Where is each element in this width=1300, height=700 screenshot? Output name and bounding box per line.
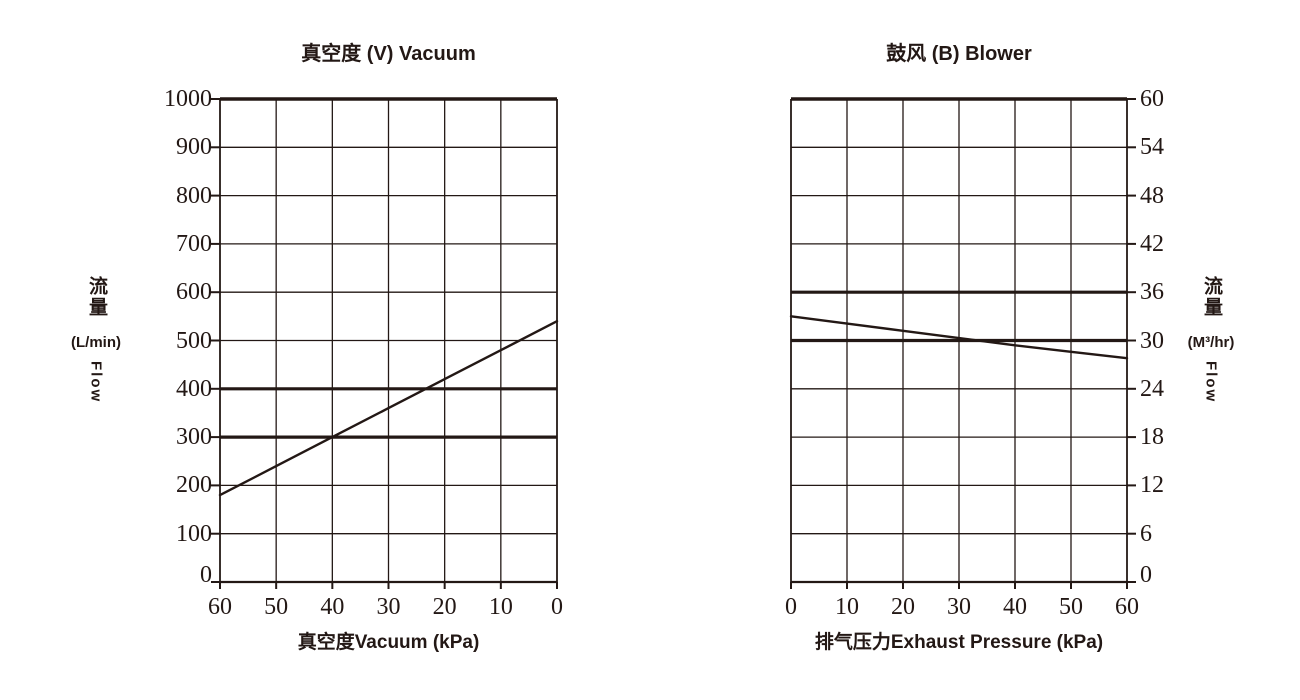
blower-x-tick-label: 20: [891, 594, 915, 620]
vacuum-y-tick-label: 0: [200, 562, 212, 588]
vacuum-y-axis-label: 流量 (L/min) Flow: [48, 276, 144, 403]
blower-y-label-en: Flow: [1202, 361, 1220, 404]
vacuum-y-label-unit: (L/min): [71, 334, 121, 351]
vacuum-y-tick-label: 900: [176, 134, 212, 161]
blower-x-tick-label: 50: [1059, 594, 1083, 620]
vacuum-y-tick-label: 300: [176, 424, 212, 451]
blower-x-axis-title: 排气压力Exhaust Pressure (kPa): [814, 632, 1104, 653]
blower-grid: [790, 97, 1136, 589]
vacuum-y-tick-label: 400: [176, 375, 212, 402]
blower-y-tick-label: 48: [1140, 182, 1164, 209]
vacuum-chart-title: 真空度 (V) Vacuum: [301, 43, 476, 65]
blower-y-label-unit: (M³/hr): [1187, 334, 1235, 351]
blower-x-tick-label: 40: [1003, 594, 1027, 620]
vacuum-x-tick-label: 60: [208, 594, 232, 620]
blower-line: [789, 315, 1129, 360]
blower-y-tick-label: 42: [1140, 230, 1164, 257]
vacuum-y-tick-label: 800: [176, 182, 212, 209]
blower-y-tick-label: 36: [1140, 279, 1164, 306]
blower-x-tick-label: 10: [835, 594, 859, 620]
blower-y-tick-label: 0: [1140, 562, 1152, 588]
vacuum-y-label-cn: 流量: [86, 276, 107, 318]
blower-y-tick-label: 6: [1140, 520, 1152, 547]
blower-y-tick-label: 60: [1140, 86, 1164, 112]
vacuum-grid: [211, 97, 558, 589]
vacuum-y-tick-label: 200: [176, 472, 212, 499]
blower-x-tick-label: 60: [1115, 594, 1139, 620]
blower-y-tick-label: 12: [1140, 472, 1164, 499]
vacuum-y-tick-label: 1000: [164, 86, 212, 112]
vacuum-y-tick-label: 700: [176, 230, 212, 257]
blower-y-tick-label: 30: [1140, 327, 1164, 354]
vacuum-x-tick-label: 50: [264, 594, 289, 620]
vacuum-x-tick-label: 30: [376, 594, 401, 620]
vacuum-y-tick-label: 600: [176, 279, 212, 306]
vacuum-x-tick-label: 20: [432, 594, 457, 620]
vacuum-y-tick-label: 500: [176, 327, 212, 354]
blower-y-axis-label: 流量 (M³/hr) Flow: [1163, 276, 1259, 403]
vacuum-x-tick-label: 10: [488, 594, 513, 620]
blower-y-tick-label: 54: [1140, 134, 1164, 161]
vacuum-x-tick-label: 0: [551, 594, 563, 620]
blower-y-tick-label: 18: [1140, 424, 1164, 451]
blower-y-label-cn: 流量: [1201, 276, 1222, 318]
blower-x-tick-label: 0: [785, 594, 797, 620]
vacuum-x-tick-label: 40: [320, 594, 345, 620]
vacuum-y-tick-label: 100: [176, 520, 212, 547]
vacuum-line: [218, 320, 559, 497]
blower-y-tick-label: 24: [1140, 375, 1164, 402]
vacuum-x-axis-title: 真空度Vacuum (kPa): [297, 632, 480, 653]
blower-x-tick-label: 30: [947, 594, 971, 620]
vacuum-y-label-en: Flow: [87, 361, 105, 404]
blower-chart-title: 鼓风 (B) Blower: [886, 43, 1032, 65]
